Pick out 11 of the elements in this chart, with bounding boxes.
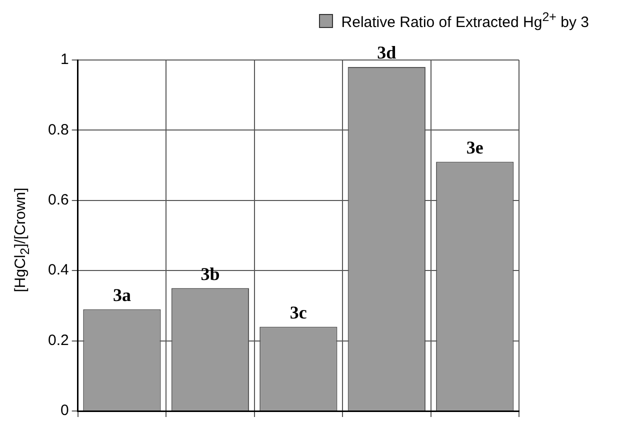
y-tick-label: 1 [60,51,69,68]
x-tick-label: 3c [290,302,307,322]
legend-label: Relative Ratio of Extracted Hg$^{2+}$ by 3 [341,10,589,31]
x-tick-label: 3a [112,284,131,305]
x-tick-label: 3e [466,137,484,158]
y-tick-label: 0.2 [48,332,69,349]
y-tick-label: 0.6 [48,192,69,209]
y-tick-label: 0.4 [48,262,69,279]
x-tick-label: 3d [377,42,396,63]
y-tick-label: 0 [60,402,69,420]
y-tick-label: 0.8 [48,121,69,138]
